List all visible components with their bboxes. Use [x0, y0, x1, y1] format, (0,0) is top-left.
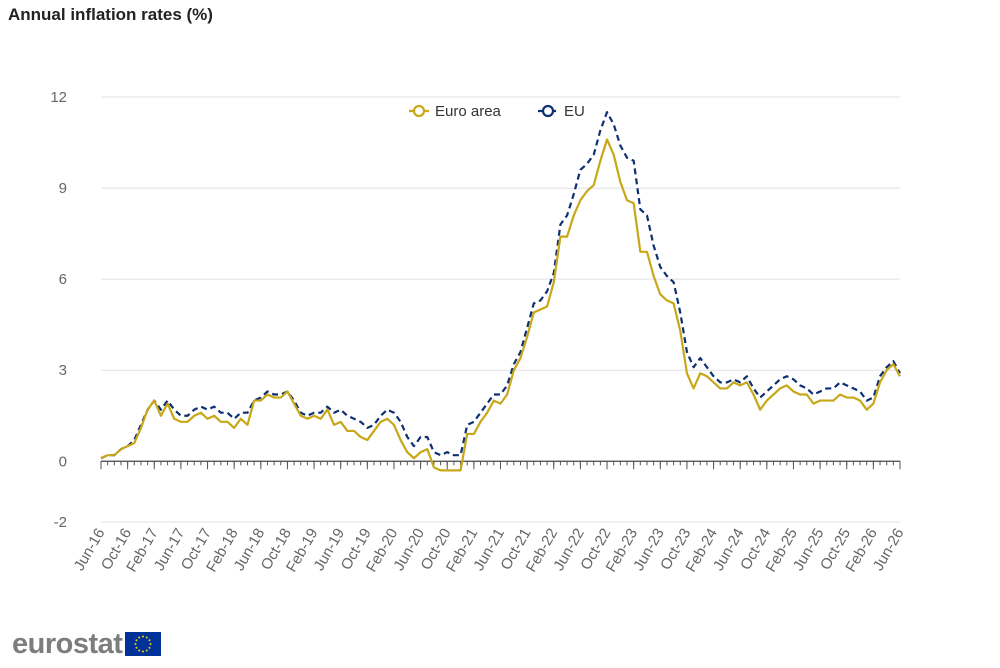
y-tick-label: 6 [59, 271, 67, 288]
legend-marker [541, 104, 555, 118]
y-tick-label: -2 [54, 514, 67, 531]
y-tick-label: 0 [59, 453, 67, 470]
legend-label: Euro area [435, 103, 502, 120]
series-lines [100, 111, 901, 472]
series-line-euro-area[interactable] [100, 138, 901, 472]
eurostat-wordmark: eurostat [12, 627, 123, 660]
legend-item-euro-area[interactable]: Euro area [409, 103, 502, 120]
chart-title: Annual inflation rates (%) [8, 5, 213, 24]
legend-item-eu[interactable]: EU [538, 103, 585, 120]
legend-label: EU [564, 103, 585, 120]
y-axis: -2 0 3 6 9 12 [50, 89, 67, 531]
eurostat-logo: eurostat [12, 627, 162, 660]
legend: Euro area EU [409, 103, 585, 120]
series-line-eu[interactable] [100, 111, 901, 460]
y-tick-label: 3 [59, 362, 67, 379]
y-tick-label: 9 [59, 180, 67, 197]
gridlines [101, 96, 900, 523]
eu-flag-icon [125, 632, 162, 656]
line-chart: -2 0 3 6 9 12 Jun-16Oct-16Feb-17Jun-17Oct-17F… [50, 89, 907, 575]
legend-marker [412, 104, 426, 118]
y-tick-label: 12 [50, 89, 67, 106]
x-axis: Jun-16Oct-16Feb-17Jun-17Oct-17Feb-18Jun-… [71, 461, 907, 575]
